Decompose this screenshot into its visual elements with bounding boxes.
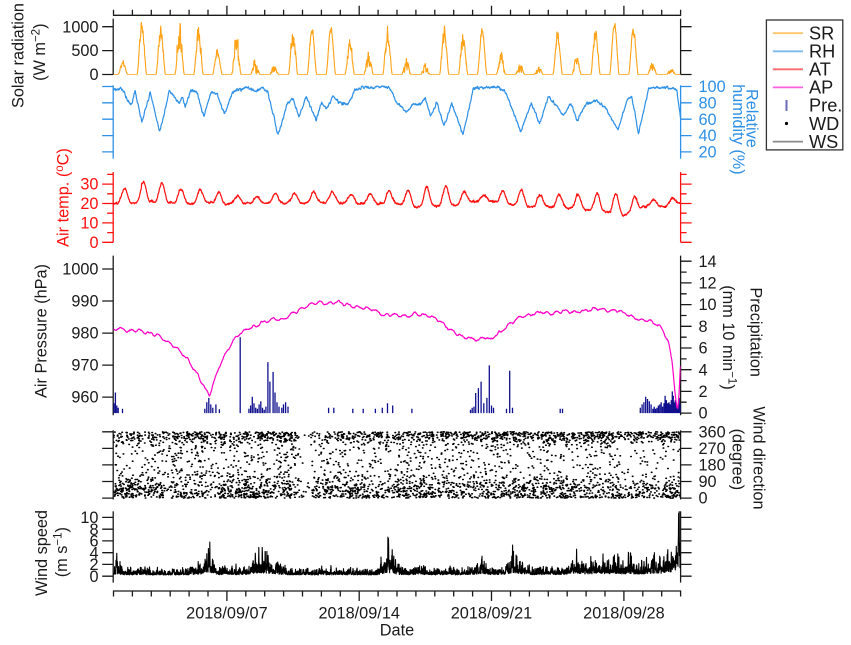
svg-text:1000: 1000	[62, 261, 98, 279]
svg-text:6: 6	[699, 340, 708, 358]
svg-text:10: 10	[80, 215, 98, 233]
svg-text:10: 10	[80, 509, 98, 527]
svg-text:80: 80	[699, 94, 717, 112]
svg-text:Date: Date	[380, 622, 414, 640]
svg-text:20: 20	[699, 144, 717, 162]
svg-text:WS: WS	[809, 132, 838, 152]
svg-text:1000: 1000	[62, 18, 98, 36]
svg-text:Wind speed: Wind speed	[33, 510, 51, 596]
svg-text:AT: AT	[809, 60, 831, 80]
svg-text:2018/09/14: 2018/09/14	[318, 605, 400, 623]
svg-text:10: 10	[699, 296, 717, 314]
svg-text:500: 500	[71, 42, 98, 60]
svg-text:AP: AP	[809, 78, 833, 98]
svg-text:0: 0	[89, 234, 98, 252]
svg-text:960: 960	[71, 389, 98, 407]
svg-text:Air temp. (oC): Air temp. (oC)	[54, 148, 73, 247]
svg-text:6: 6	[89, 533, 98, 551]
svg-text:0: 0	[89, 66, 98, 84]
svg-text:0: 0	[699, 490, 708, 508]
svg-text:12: 12	[699, 275, 717, 293]
svg-text:270: 270	[699, 440, 726, 458]
svg-text:20: 20	[80, 195, 98, 213]
svg-text:4: 4	[89, 544, 98, 562]
svg-text:8: 8	[89, 521, 98, 539]
svg-text:SR: SR	[809, 24, 834, 44]
svg-text:Relative: Relative	[743, 89, 761, 148]
svg-text:Air Pressure (hPa): Air Pressure (hPa)	[33, 264, 51, 398]
svg-text:4: 4	[699, 361, 708, 379]
svg-text:40: 40	[699, 127, 717, 145]
svg-text:8: 8	[699, 318, 708, 336]
svg-text:RH: RH	[809, 42, 835, 62]
svg-text:90: 90	[699, 473, 717, 491]
svg-text:2: 2	[699, 383, 708, 401]
svg-text:180: 180	[699, 457, 726, 475]
svg-text:0: 0	[89, 568, 98, 586]
svg-text:990: 990	[71, 293, 98, 311]
svg-text:100: 100	[699, 78, 726, 96]
svg-text:humidity (%): humidity (%)	[729, 84, 747, 174]
svg-text:2018/09/28: 2018/09/28	[583, 605, 665, 623]
svg-text:360: 360	[699, 423, 726, 441]
svg-text:2018/09/07: 2018/09/07	[186, 605, 268, 623]
svg-text:14: 14	[699, 253, 717, 271]
svg-text:Solar radiation: Solar radiation	[9, 3, 27, 108]
svg-text:2018/09/21: 2018/09/21	[451, 605, 533, 623]
svg-text:2: 2	[89, 556, 98, 574]
svg-text:30: 30	[80, 176, 98, 194]
svg-text:60: 60	[699, 111, 717, 129]
svg-text:970: 970	[71, 357, 98, 375]
svg-text:980: 980	[71, 325, 98, 343]
svg-text:(degree): (degree)	[728, 429, 746, 491]
svg-text:WD: WD	[809, 114, 839, 134]
svg-text:0: 0	[699, 405, 708, 423]
svg-text:Precipitation: Precipitation	[747, 287, 765, 377]
svg-text:Pre.: Pre.	[809, 96, 842, 116]
svg-text:Wind direction: Wind direction	[750, 406, 768, 509]
svg-text:(mm 10 min−1): (mm 10 min−1)	[719, 285, 738, 390]
